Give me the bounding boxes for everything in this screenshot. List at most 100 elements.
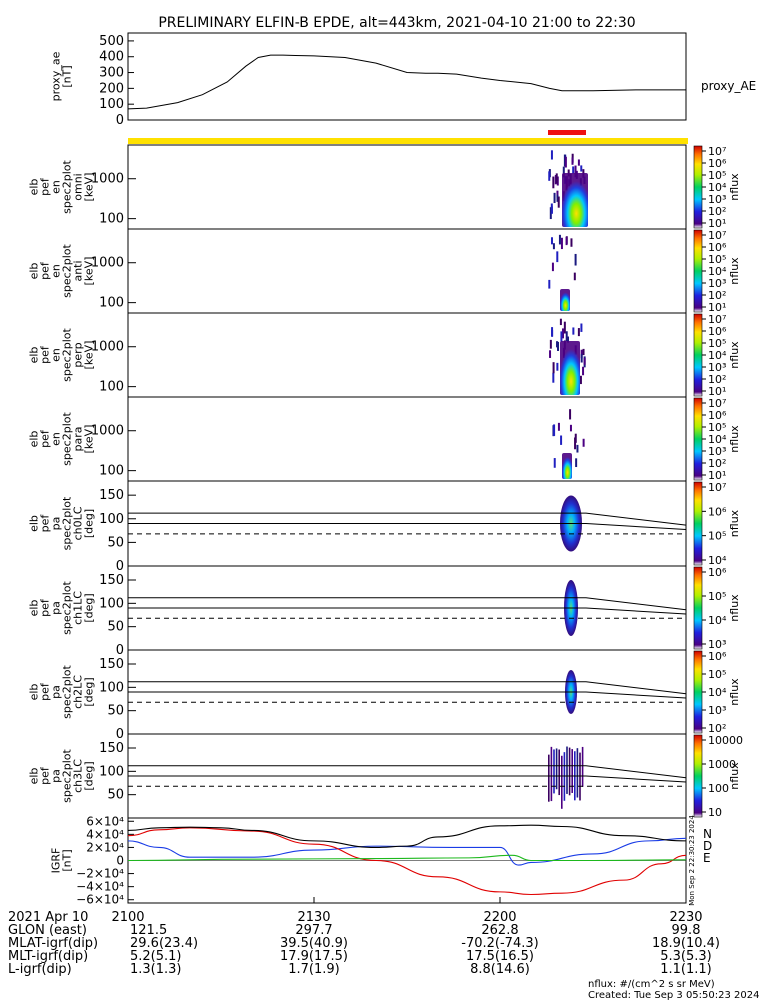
spectrogram-pixel	[569, 409, 572, 420]
colorbar-tick-label: 10⁵	[708, 421, 726, 434]
x-axis-row-value: 1.7(1.9)	[288, 962, 340, 977]
colorbar-tick-label: 10⁶	[708, 650, 727, 663]
y-tick-label: 100	[99, 296, 124, 311]
colorbar-tick-label: 10⁶	[708, 505, 727, 518]
colorbar-label: nflux	[728, 341, 741, 369]
spectrogram-pixel	[552, 362, 555, 374]
y-tick-label: 6×10⁴	[86, 814, 124, 828]
y-axis-label: elb	[28, 263, 41, 280]
colorbar-tick-label: 10⁵	[708, 530, 726, 543]
en_perp-frame	[127, 312, 687, 398]
spectrogram-pixel	[582, 348, 585, 356]
x-axis-row-name: GLON (east)	[8, 923, 87, 938]
x-axis-row-name: L-igrf(dip)	[8, 962, 72, 977]
y-tick-label: 150	[99, 657, 124, 672]
y-axis-label: [keV]	[83, 425, 96, 454]
y-tick-label: 400	[99, 50, 124, 65]
spectrogram-pixel	[550, 206, 553, 214]
loss-cone-line	[128, 775, 687, 783]
colorbar-tick-label: 10⁷	[708, 145, 726, 158]
spectrogram-pixel	[562, 166, 565, 178]
spectrogram-pixel	[566, 336, 569, 343]
colorbar-tick-label: 10³	[708, 638, 726, 651]
en_anti-frame	[127, 228, 687, 314]
spectrogram-pixel	[581, 746, 584, 787]
selection-bar	[548, 130, 586, 135]
spectrogram-pixel	[580, 354, 583, 363]
spectrogram-pixel	[556, 251, 559, 263]
y-tick-label: 100	[99, 464, 124, 479]
y-axis-label: elb	[28, 768, 41, 785]
y-tick-label: 100	[99, 596, 124, 611]
colorbar-label: nflux	[728, 257, 741, 285]
spectrogram-pixel	[569, 424, 572, 432]
spectrogram-pixel	[553, 749, 555, 794]
x-axis-row-name: MLAT-igrf(dip)	[8, 936, 98, 951]
colorbar-label: nflux	[728, 594, 741, 622]
y-tick-label: 50	[107, 620, 124, 635]
y-tick-label: 1000	[91, 256, 124, 271]
spectrogram-pixel	[556, 362, 559, 371]
colorbar	[693, 481, 703, 566]
y-axis-label: IGRF	[50, 848, 63, 874]
spectrogram-pixel	[549, 207, 552, 220]
spectrogram-pixel	[571, 157, 574, 165]
y-axis-label: pa	[50, 517, 63, 531]
colorbar-label: nflux	[728, 678, 741, 706]
spectrogram-pixel	[552, 176, 555, 189]
colorbar-tick-label: 10²	[708, 373, 726, 386]
spectrogram-pixel	[553, 458, 556, 468]
spectrogram-pixel	[560, 237, 563, 250]
colorbar-tick-label: 10⁴	[708, 614, 727, 627]
spectrogram-pixel	[572, 327, 575, 335]
y-axis-label: [keV]	[83, 257, 96, 286]
spectrogram-pixel	[574, 433, 577, 443]
spectrogram-pixel	[556, 176, 559, 186]
spectrogram-pixel	[552, 243, 555, 250]
y-tick-label: 100	[99, 680, 124, 695]
proxy-ae-line	[127, 54, 686, 110]
y-tick-label: 100	[99, 97, 124, 112]
spectrogram-pixel	[563, 321, 566, 334]
spectrogram-pixel	[549, 339, 552, 349]
x-tick-label: 2200	[483, 910, 516, 925]
spectrogram-pixel	[556, 341, 559, 348]
side-stamp: Mon Sep 2 22:30:23 2024	[688, 815, 696, 906]
colorbar-tick-label: 10⁵	[708, 169, 726, 182]
y-axis-label: omni	[72, 173, 85, 200]
colorbar-tick-label: 10³	[708, 704, 726, 717]
colorbar-tick-label: 10¹	[708, 385, 726, 398]
loss-cone-line	[128, 512, 687, 526]
spectrogram-pixel	[548, 171, 551, 181]
colorbar-tick-label: 10⁵	[708, 590, 726, 603]
spectrogram-pixel	[555, 748, 558, 790]
y-axis-label: spec2plot	[61, 244, 74, 298]
proxy-ae-legend: proxy_AE	[701, 79, 756, 93]
y-axis-label: pef	[39, 261, 52, 280]
colorbar-tick-label: 10⁴	[708, 349, 727, 362]
colorbar-tick-label: 10⁵	[708, 337, 726, 350]
spectrogram-pixel	[550, 150, 553, 160]
loss-cone-line	[128, 523, 687, 530]
y-tick-label: 4×10⁴	[86, 827, 124, 841]
y-tick-label: 0	[116, 727, 124, 742]
spectrogram-pixel	[583, 357, 586, 365]
spectrogram-pixel	[573, 272, 576, 281]
colorbar-tick-label: 10¹	[708, 217, 726, 230]
colorbar-tick-label: 100	[708, 782, 729, 795]
y-axis-label: en	[50, 264, 63, 278]
y-axis-label: elb	[28, 684, 41, 701]
spectrogram-pixel	[557, 196, 560, 208]
colorbar-tick-label: 10¹	[708, 469, 726, 482]
x-axis-row-value: 262.8	[481, 923, 518, 938]
y-axis-label: pa	[50, 685, 63, 699]
spectrogram-pixel	[549, 350, 552, 358]
y-axis-label: ch0LC	[72, 506, 85, 540]
y-tick-label: 50	[107, 704, 124, 719]
colorbar-tick-label: 10⁶	[708, 325, 727, 338]
plot-title: PRELIMINARY ELFIN-B EPDE, alt=443km, 202…	[158, 15, 635, 31]
y-axis-label: para	[72, 427, 85, 452]
y-tick-label: −4×10⁴	[76, 880, 124, 894]
loss-cone-line	[128, 691, 687, 699]
science-zone-bar	[128, 138, 688, 144]
